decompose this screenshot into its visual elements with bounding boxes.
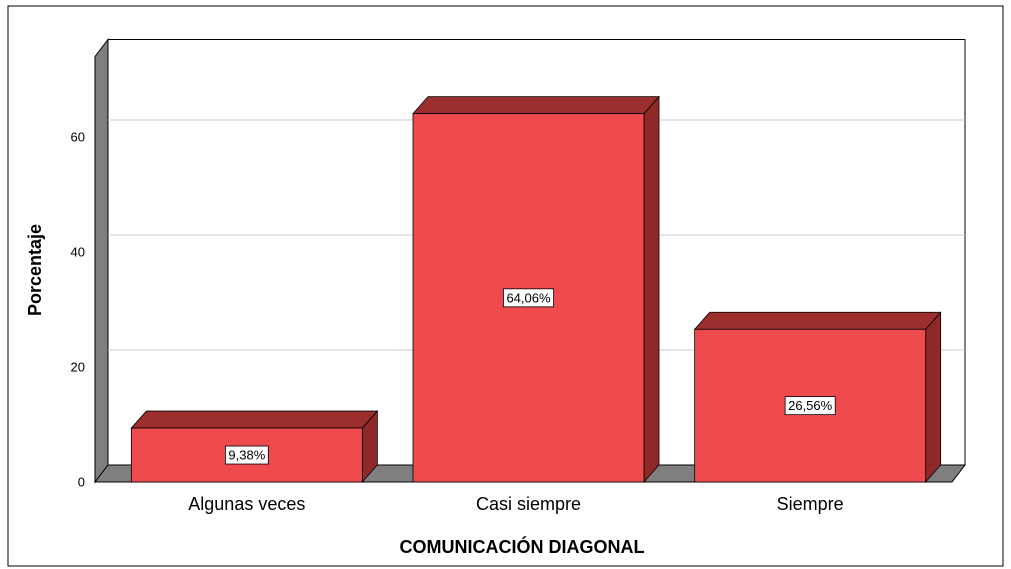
bar-top <box>412 96 660 115</box>
y-tick-label: 40 <box>71 244 85 259</box>
x-axis-title: COMUNICACIÓN DIAGONAL <box>400 536 645 557</box>
value-label-box <box>224 445 269 465</box>
x-tick-label: Algunas veces <box>188 494 305 514</box>
y-tick-label: 60 <box>71 129 85 144</box>
left-wall <box>94 38 109 484</box>
bar-top <box>693 311 942 330</box>
value-label-box <box>784 396 836 416</box>
bar-side <box>643 95 660 484</box>
value-label-box <box>503 288 554 308</box>
x-tick-label: Siempre <box>777 494 844 514</box>
y-tick-label: 20 <box>71 359 85 374</box>
x-tick-label: Casi siempre <box>476 494 581 514</box>
y-axis-title: Porcentaje <box>25 224 45 316</box>
bar-side <box>925 311 942 484</box>
value-label: 9,38% <box>228 447 265 462</box>
bar-top <box>130 410 379 429</box>
value-label: 26,56% <box>788 398 833 413</box>
y-tick-label: 0 <box>78 474 85 489</box>
value-label: 64,06% <box>506 290 551 305</box>
